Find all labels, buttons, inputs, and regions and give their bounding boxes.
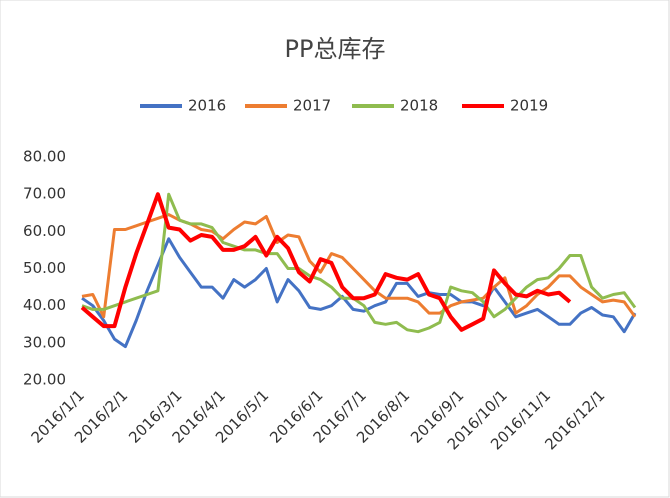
legend-label: 2018 bbox=[400, 97, 438, 115]
y-tick-label: 70.00 bbox=[23, 185, 66, 203]
legend-label: 2017 bbox=[293, 97, 331, 115]
chart-title: PP总库存 bbox=[285, 35, 386, 63]
y-tick-label: 40.00 bbox=[23, 296, 66, 314]
y-tick-label: 30.00 bbox=[23, 333, 66, 351]
y-tick-label: 50.00 bbox=[23, 259, 66, 277]
series-line bbox=[81, 237, 637, 349]
legend-label: 2016 bbox=[188, 97, 226, 115]
y-tick-label: 20.00 bbox=[23, 371, 66, 389]
legend-label: 2019 bbox=[510, 97, 548, 115]
series-line bbox=[81, 192, 637, 334]
y-tick-label: 80.00 bbox=[23, 148, 66, 166]
y-tick-label: 60.00 bbox=[23, 222, 66, 240]
series-line bbox=[80, 192, 572, 332]
